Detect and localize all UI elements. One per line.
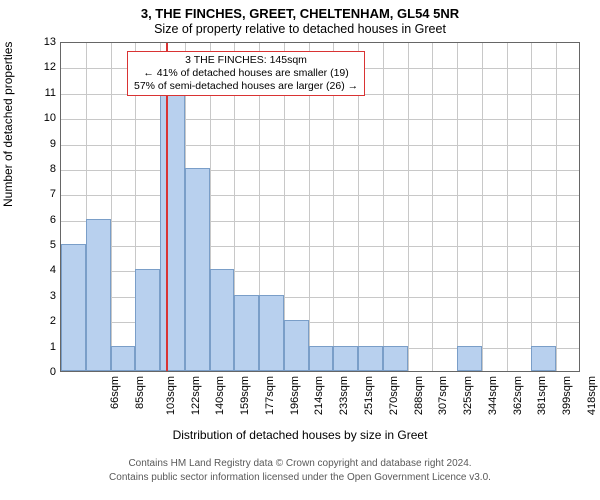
gridline-vertical [556,43,557,371]
bar [86,219,111,371]
y-tick-label: 9 [42,138,56,150]
y-axis-label: Number of detached properties [1,42,15,207]
gridline-vertical [432,43,433,371]
x-tick-label: 270sqm [388,376,400,415]
x-tick-label: 122sqm [190,376,202,415]
chart-title-line2: Size of property relative to detached ho… [0,22,600,36]
y-tick-label: 10 [42,112,56,124]
gridline-horizontal [61,170,579,171]
bar [457,346,482,371]
footer-attribution-1: Contains HM Land Registry data © Crown c… [0,458,600,469]
annotation-line3: 57% of semi-detached houses are larger (… [134,80,358,93]
y-tick-label: 3 [42,290,56,302]
bar [383,346,408,371]
bar [234,295,259,371]
x-tick-label: 288sqm [413,376,425,415]
gridline-vertical [457,43,458,371]
y-tick-label: 11 [42,87,56,99]
annotation-box: 3 THE FINCHES: 145sqm← 41% of detached h… [127,51,365,96]
y-tick-label: 1 [42,341,56,353]
gridline-vertical [383,43,384,371]
gridline-horizontal [61,221,579,222]
x-tick-label: 381sqm [536,376,548,415]
chart-title-line1: 3, THE FINCHES, GREET, CHELTENHAM, GL54 … [0,6,600,21]
bar [358,346,383,371]
annotation-line1: 3 THE FINCHES: 145sqm [134,54,358,67]
x-tick-label: 399sqm [561,376,573,415]
x-tick-label: 159sqm [239,376,251,415]
gridline-horizontal [61,195,579,196]
y-tick-label: 5 [42,239,56,251]
y-tick-label: 4 [42,264,56,276]
gridline-vertical [482,43,483,371]
y-tick-label: 2 [42,315,56,327]
x-tick-label: 325sqm [462,376,474,415]
gridline-vertical [408,43,409,371]
x-tick-label: 344sqm [487,376,499,415]
x-tick-label: 251sqm [363,376,375,415]
x-axis-label: Distribution of detached houses by size … [0,428,600,442]
y-tick-label: 13 [42,36,56,48]
y-tick-label: 8 [42,163,56,175]
x-tick-label: 307sqm [437,376,449,415]
x-tick-label: 362sqm [512,376,524,415]
bar [210,269,235,371]
bar [531,346,556,371]
x-tick-label: 177sqm [264,376,276,415]
gridline-horizontal [61,246,579,247]
bar [61,244,86,371]
bar [111,346,136,371]
annotation-line2: ← 41% of detached houses are smaller (19… [134,67,358,80]
gridline-horizontal [61,119,579,120]
bar [135,269,160,371]
x-tick-label: 103sqm [165,376,177,415]
bar [309,346,334,371]
gridline-vertical [111,43,112,371]
y-tick-label: 7 [42,188,56,200]
y-tick-label: 6 [42,214,56,226]
y-tick-label: 0 [42,366,56,378]
gridline-horizontal [61,145,579,146]
gridline-vertical [531,43,532,371]
bar [333,346,358,371]
footer-attribution-2: Contains public sector information licen… [0,472,600,483]
gridline-vertical [507,43,508,371]
x-tick-label: 85sqm [134,376,146,409]
bar [185,168,210,371]
bar [160,66,185,371]
x-tick-label: 66sqm [109,376,121,409]
x-tick-label: 418sqm [586,376,598,415]
plot-area: 3 THE FINCHES: 145sqm← 41% of detached h… [60,42,580,372]
x-tick-label: 196sqm [289,376,301,415]
x-tick-label: 214sqm [314,376,326,415]
x-tick-label: 140sqm [215,376,227,415]
bar [284,320,309,371]
x-tick-label: 233sqm [338,376,350,415]
y-tick-label: 12 [42,61,56,73]
bar [259,295,284,371]
